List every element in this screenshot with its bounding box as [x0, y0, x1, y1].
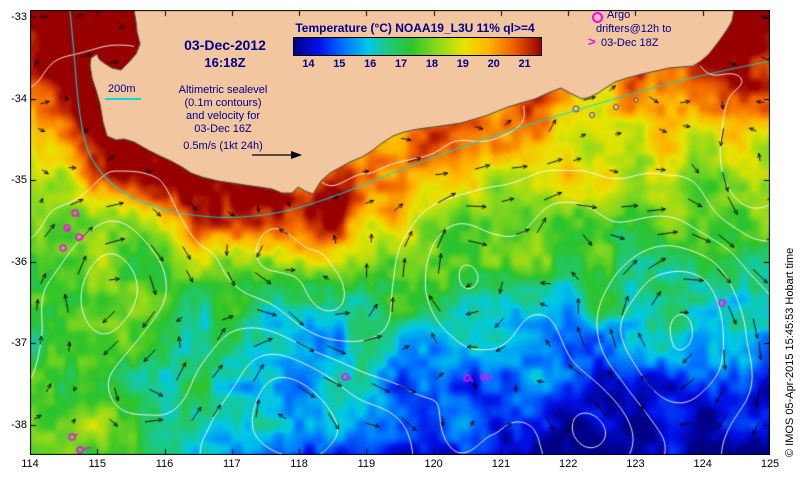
x-axis-tick-label: 118: [290, 458, 308, 470]
copyright-watermark: © IMOS 05-Apr-2015 15:45:53 Hobart time: [784, 247, 796, 457]
drifter-arrow-icon: >: [588, 34, 596, 49]
altimetry-note-line2: (0.1m contours): [184, 97, 262, 109]
x-axis-tick-label: 120: [424, 458, 443, 470]
bathymetry-line-sample: [105, 98, 141, 100]
temperature-colorbar: [293, 37, 542, 56]
colorbar-tick-label: 16: [364, 58, 377, 70]
y-axis-tick-label: -33: [11, 11, 27, 23]
y-axis-tick-label: -36: [11, 255, 27, 268]
colorbar-tick-label: 19: [456, 58, 469, 70]
altimetry-note-line1: Altimetric sealevel: [178, 84, 268, 96]
velocity-scale-arrow: [252, 151, 302, 159]
colorbar-tick-label: 14: [302, 58, 315, 70]
x-axis-tick-label: 124: [693, 458, 712, 470]
x-axis-tick-label: 125: [760, 458, 780, 470]
x-axis-tick-label: 117: [223, 458, 241, 470]
velocity-scale-label: 0.5m/s (1kt 24h): [183, 140, 263, 152]
colorbar-tick-label: 21: [518, 58, 531, 70]
x-axis-tick-label: 122: [558, 458, 578, 470]
x-axis-tick-label: 121: [491, 458, 511, 470]
colorbar-tick-label: 15: [333, 58, 346, 70]
y-axis-tick-label: -35: [11, 174, 27, 187]
x-axis-tick-label: 119: [357, 458, 376, 470]
y-axis-tick-label: -37: [11, 337, 27, 350]
argo-legend-line3: 03-Dec 18Z: [601, 37, 659, 49]
y-axis-tick-label: -38: [11, 419, 27, 431]
colorbar-title: Temperature (°C) NOAA19_L3U 11% ql>=4: [295, 21, 535, 35]
colorbar-tick-label: 17: [394, 58, 408, 70]
y-axis-tick-label: -34: [11, 92, 27, 105]
sst-map-canvas: [30, 10, 770, 455]
altimetry-note-line4: 03-Dec 16Z: [194, 123, 252, 135]
colorbar-tick-label: 18: [425, 58, 439, 70]
x-axis-tick-label: 123: [626, 458, 645, 470]
x-axis-tick-label: 114: [21, 458, 39, 470]
observation-date: 03-Dec-2012: [184, 37, 266, 53]
argo-legend-line2: drifters@12h to: [596, 23, 672, 35]
x-axis-tick-label: 115: [88, 458, 107, 470]
argo-legend-line1: Argo: [607, 9, 631, 21]
x-axis-tick-label: 116: [155, 458, 174, 470]
observation-time: 16:18Z: [204, 55, 246, 70]
argo-marker-icon: [592, 12, 603, 23]
altimetry-note-line3: and velocity for: [186, 110, 260, 122]
colorbar-tick-label: 20: [487, 58, 500, 70]
bathymetry-label: 200m: [108, 83, 136, 95]
